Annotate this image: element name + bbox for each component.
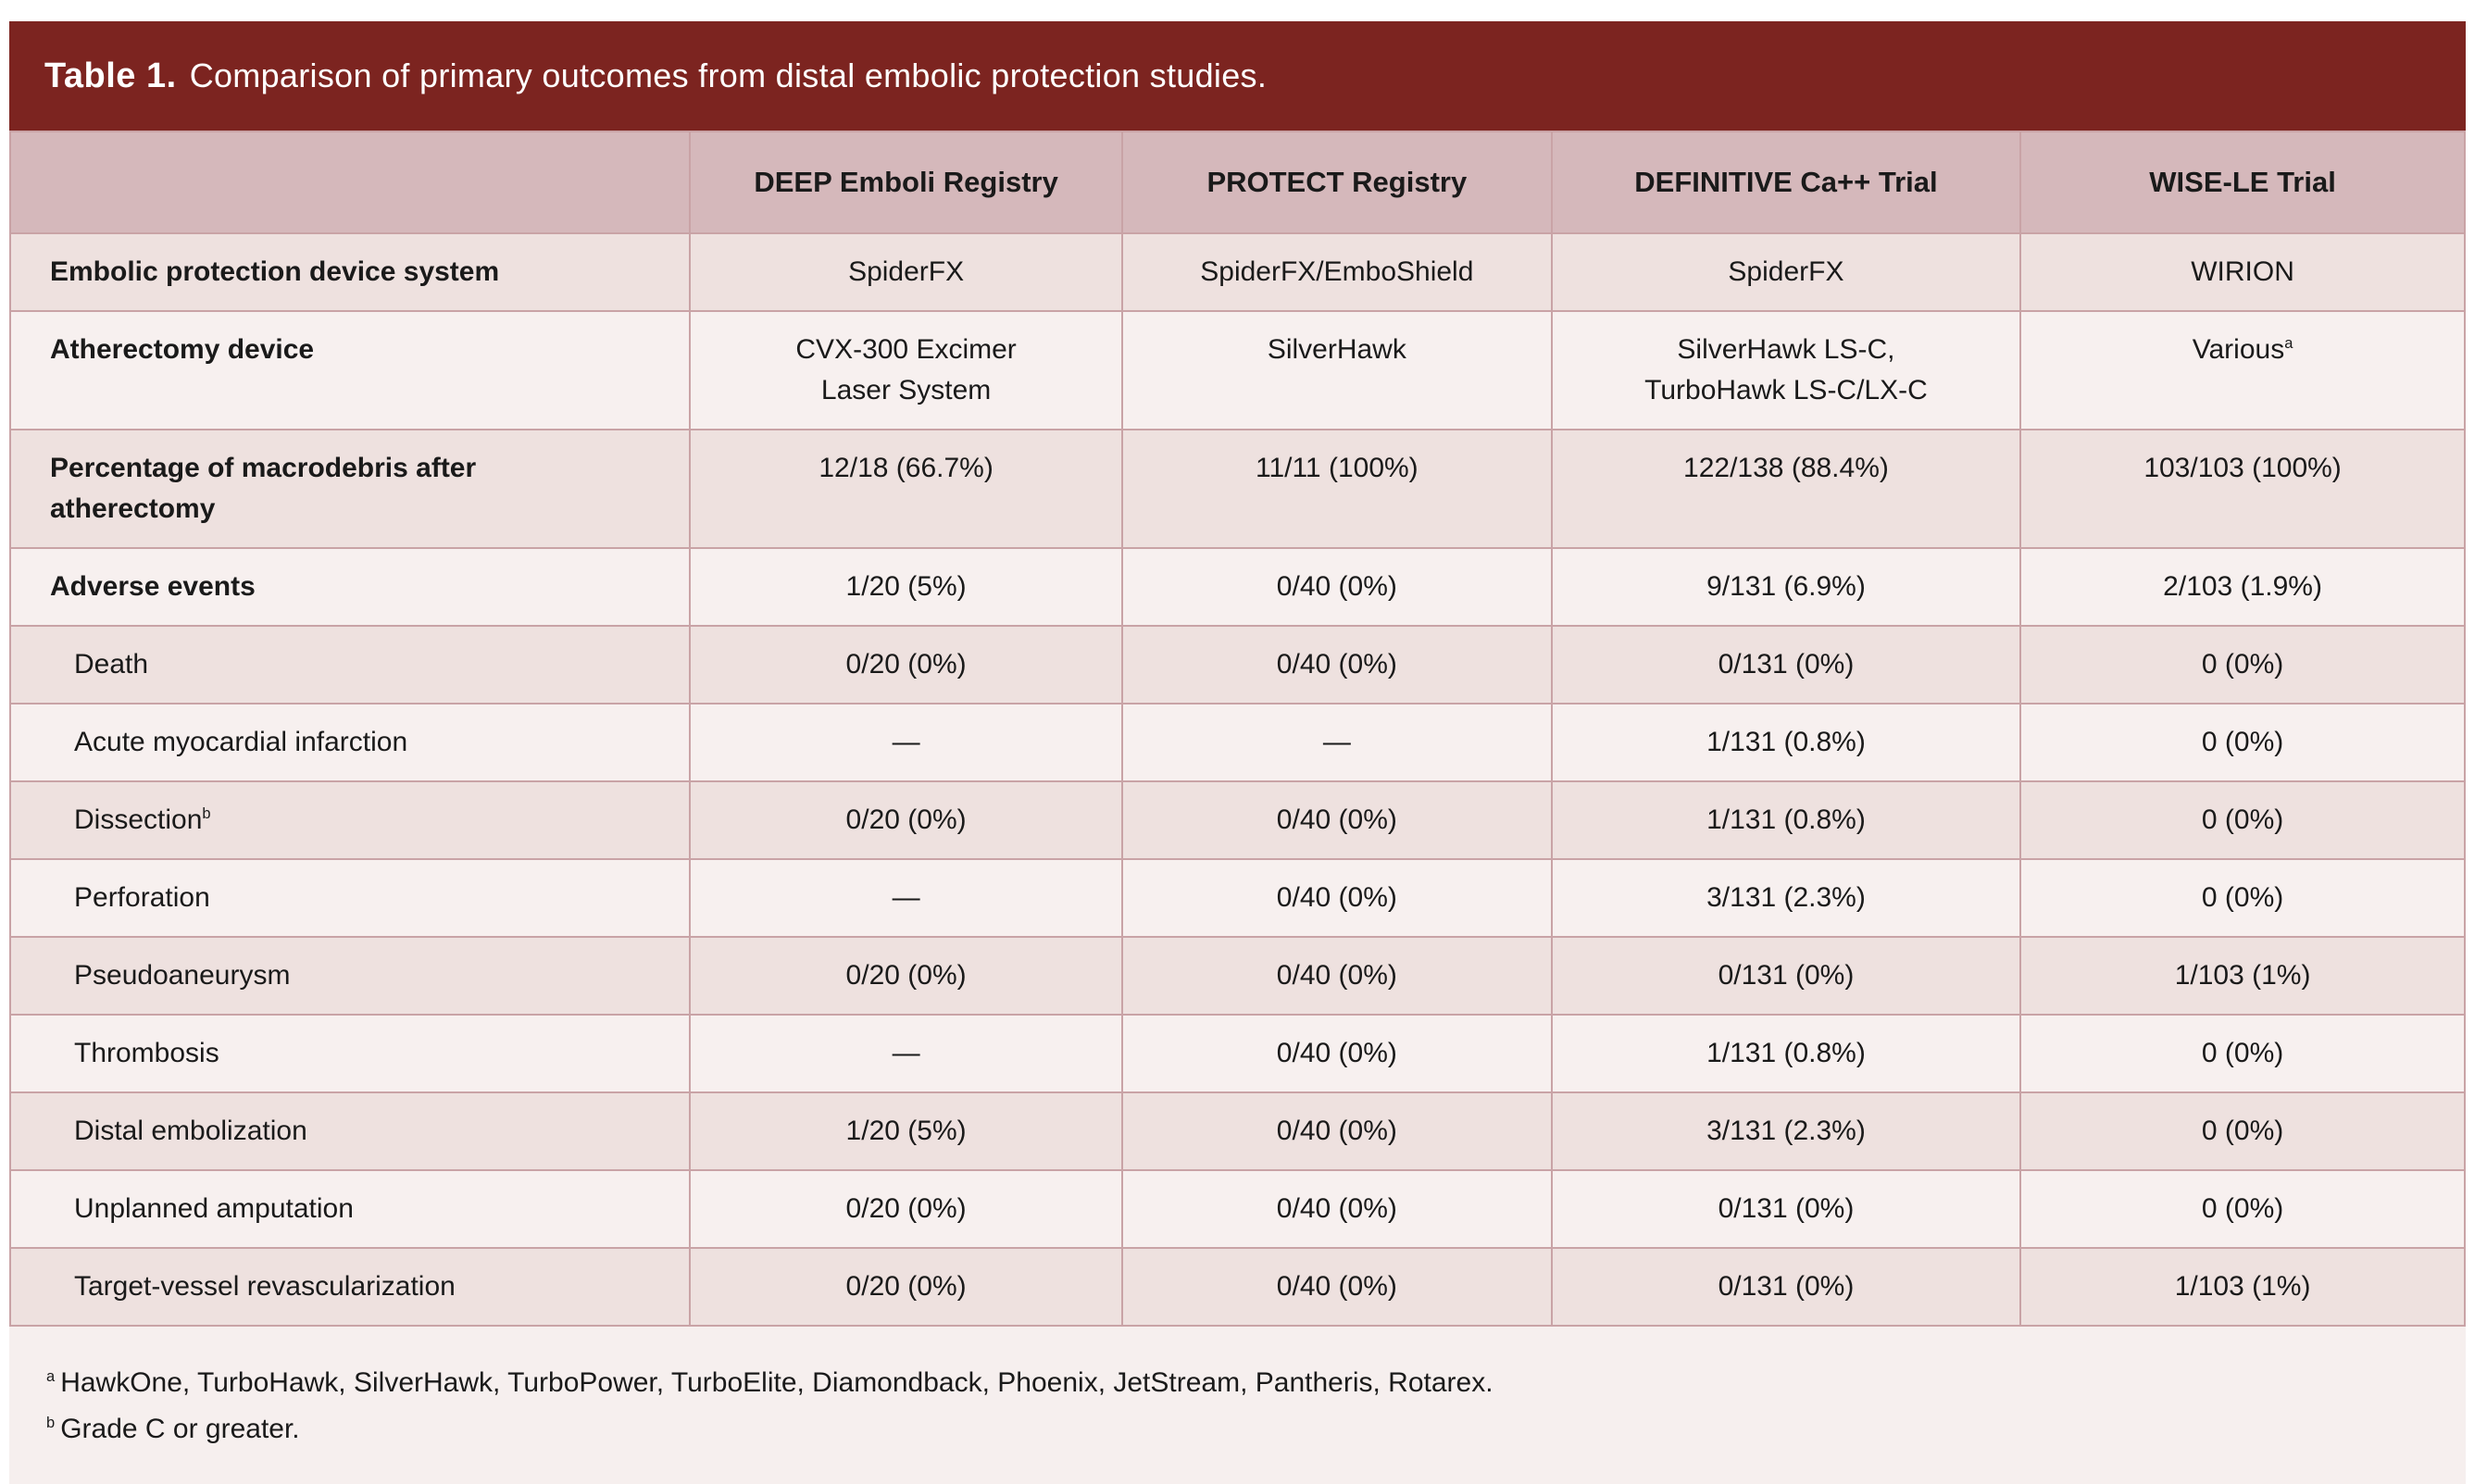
value-cell: 1/20 (5%)	[689, 1091, 1123, 1171]
table-row: Percentage of macrodebris after atherect…	[8, 429, 2466, 549]
table-header-row: DEEP Emboli Registry PROTECT Registry DE…	[8, 131, 2466, 234]
value-cell: 12/18 (66.7%)	[689, 429, 1123, 549]
table-row: Pseudoaneurysm 0/20 (0%) 0/40 (0%) 0/131 (0…	[8, 936, 2466, 1016]
superscript-marker: a	[2284, 335, 2293, 352]
value-cell: SilverHawk LS-C, TurboHawk LS-C/LX-C	[1550, 310, 2022, 430]
value-cell: 0/20 (0%)	[689, 1169, 1123, 1249]
value-cell: SpiderFX/EmboShield	[1120, 232, 1553, 312]
value-cell: 1/131 (0.8%)	[1550, 1014, 2022, 1093]
value-cell: —	[1120, 703, 1553, 782]
value-cell: 122/138 (88.4%)	[1550, 429, 2022, 549]
table-row: Unplanned amputation 0/20 (0%) 0/40 (0%) 0/…	[8, 1169, 2466, 1249]
value-cell: 0 (0%)	[2019, 1091, 2466, 1171]
footnote-text-a: HawkOne, TurboHawk, SilverHawk, TurboPow…	[60, 1367, 1493, 1398]
value-cell: 1/103 (1%)	[2019, 936, 2466, 1016]
column-header-definitive-ca-trial: DEFINITIVE Ca++ Trial	[1550, 131, 2022, 234]
value-cell: 3/131 (2.3%)	[1550, 858, 2022, 938]
value-cell: 0/40 (0%)	[1120, 1169, 1553, 1249]
value-cell: 0/131 (0%)	[1550, 1247, 2022, 1327]
value-cell: 11/11 (100%)	[1120, 429, 1553, 549]
value-cell: Variousa	[2019, 310, 2466, 430]
value-cell: 0/20 (0%)	[689, 1247, 1123, 1327]
table-row: Acute myocardial infarction — —1/131 (0.8%…	[8, 703, 2466, 782]
row-label: Death	[8, 625, 692, 705]
value-cell: 0 (0%)	[2019, 703, 2466, 782]
value-cell: 0/40 (0%)	[1120, 1091, 1553, 1171]
value-cell: 1/103 (1%)	[2019, 1247, 2466, 1327]
value-cell: SpiderFX	[689, 232, 1123, 312]
table-title-bar: Table 1. Comparison of primary outcomes …	[9, 21, 2466, 131]
value-cell: 0/20 (0%)	[689, 780, 1123, 860]
table-row: Distal embolization 1/20 (5%) 0/40 (0%) 3/1…	[8, 1091, 2466, 1171]
footnote-marker-b: b	[46, 1415, 56, 1431]
footnote-text-b: Grade C or greater.	[60, 1414, 300, 1444]
table-row: Death 0/20 (0%) 0/40 (0%) 0/131 (0%) 0 (0%)	[8, 625, 2466, 705]
value-cell: SilverHawk	[1120, 310, 1553, 430]
table-body: Embolic protection device system SpiderFX…	[8, 232, 2466, 1327]
value-cell: 1/131 (0.8%)	[1550, 703, 2022, 782]
table-row: Target-vessel revascularization 0/20 (0%)…	[8, 1247, 2466, 1327]
superscript-marker: b	[202, 805, 211, 822]
value-cell: 0/131 (0%)	[1550, 936, 2022, 1016]
row-label: Dissectionb	[8, 780, 692, 860]
row-label: Embolic protection device system	[8, 232, 692, 312]
value-cell: 0 (0%)	[2019, 1014, 2466, 1093]
table-number: Table 1.	[44, 56, 177, 95]
footnote-b: b Grade C or greater.	[46, 1406, 2429, 1453]
table-row: Atherectomy device CVX-300 Excimer Laser …	[8, 310, 2466, 430]
table-row: Perforation —0/40 (0%) 3/131 (2.3%) 0 (0%)	[8, 858, 2466, 938]
column-header-deep-emboli-registry: DEEP Emboli Registry	[689, 131, 1123, 234]
column-header-wise-le-trial: WISE-LE Trial	[2019, 131, 2466, 234]
row-label: Unplanned amputation	[8, 1169, 692, 1249]
value-cell: 0/131 (0%)	[1550, 625, 2022, 705]
value-cell: 1/20 (5%)	[689, 547, 1123, 627]
value-cell: 0/40 (0%)	[1120, 858, 1553, 938]
value-cell: 0/40 (0%)	[1120, 1014, 1553, 1093]
footnote-marker-a: a	[46, 1368, 56, 1385]
outcomes-table: DEEP Emboli Registry PROTECT Registry DE…	[8, 131, 2466, 1327]
table-row: Dissectionb 0/20 (0%) 0/40 (0%) 1/131 (0.8%…	[8, 780, 2466, 860]
value-cell: 0/20 (0%)	[689, 936, 1123, 1016]
value-cell: 0/40 (0%)	[1120, 547, 1553, 627]
row-label: Acute myocardial infarction	[8, 703, 692, 782]
row-label: Distal embolization	[8, 1091, 692, 1171]
value-cell: —	[689, 1014, 1123, 1093]
value-cell: 3/131 (2.3%)	[1550, 1091, 2022, 1171]
value-cell: SpiderFX	[1550, 232, 2022, 312]
value-cell: 0 (0%)	[2019, 1169, 2466, 1249]
value-cell: 103/103 (100%)	[2019, 429, 2466, 549]
value-cell: 0/40 (0%)	[1120, 1247, 1553, 1327]
table-row: Thrombosis —0/40 (0%) 1/131 (0.8%) 0 (0%)	[8, 1014, 2466, 1093]
value-cell: —	[689, 703, 1123, 782]
value-cell: CVX-300 Excimer Laser System	[689, 310, 1123, 430]
footnotes: a HawkOne, TurboHawk, SilverHawk, TurboPo…	[9, 1327, 2466, 1484]
value-cell: 2/103 (1.9%)	[2019, 547, 2466, 627]
table-row: Embolic protection device system SpiderFX…	[8, 232, 2466, 312]
value-cell: 9/131 (6.9%)	[1550, 547, 2022, 627]
table-caption: Comparison of primary outcomes from dist…	[189, 56, 1268, 94]
value-cell: 0 (0%)	[2019, 780, 2466, 860]
value-cell: WIRION	[2019, 232, 2466, 312]
column-header-empty	[8, 131, 692, 234]
row-label: Adverse events	[8, 547, 692, 627]
table-figure: Table 1. Comparison of primary outcomes …	[8, 21, 2466, 1484]
value-cell: —	[689, 858, 1123, 938]
value-cell: 0/40 (0%)	[1120, 625, 1553, 705]
row-label: Thrombosis	[8, 1014, 692, 1093]
table-row: Adverse events 1/20 (5%) 0/40 (0%) 9/131 (6…	[8, 547, 2466, 627]
value-cell: 0/131 (0%)	[1550, 1169, 2022, 1249]
value-cell: 0/20 (0%)	[689, 625, 1123, 705]
row-label: Pseudoaneurysm	[8, 936, 692, 1016]
row-label: Atherectomy device	[8, 310, 692, 430]
row-label: Target-vessel revascularization	[8, 1247, 692, 1327]
value-cell: 0 (0%)	[2019, 858, 2466, 938]
value-cell: 0/40 (0%)	[1120, 780, 1553, 860]
row-label: Percentage of macrodebris after atherect…	[8, 429, 692, 549]
column-header-protect-registry: PROTECT Registry	[1120, 131, 1553, 234]
row-label: Perforation	[8, 858, 692, 938]
value-cell: 1/131 (0.8%)	[1550, 780, 2022, 860]
value-cell: 0 (0%)	[2019, 625, 2466, 705]
footnote-a: a HawkOne, TurboHawk, SilverHawk, TurboPo…	[46, 1360, 2429, 1406]
value-cell: 0/40 (0%)	[1120, 936, 1553, 1016]
